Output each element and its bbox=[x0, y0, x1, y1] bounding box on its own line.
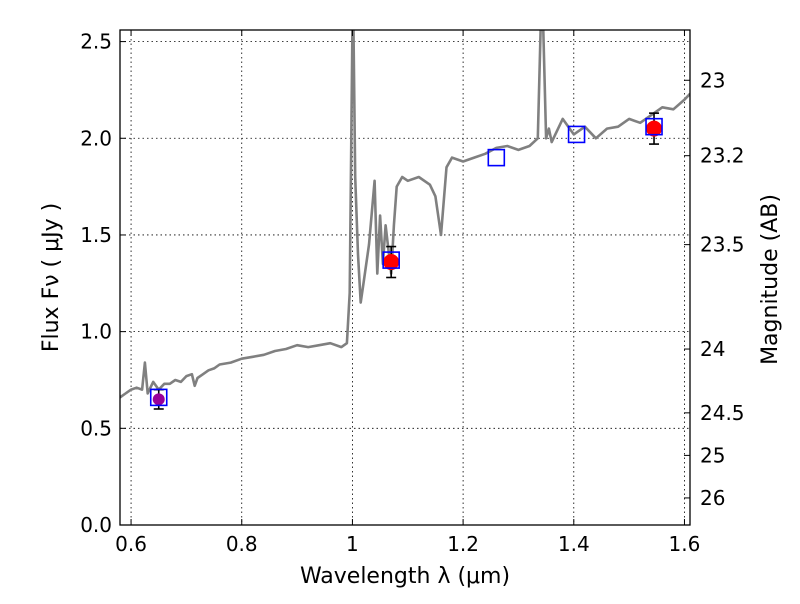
photometry-layer bbox=[149, 112, 663, 410]
x-tick-label: 1.2 bbox=[447, 532, 479, 556]
x-tick-label: 0.8 bbox=[226, 532, 258, 556]
y-right-tick-label: 26 bbox=[700, 486, 725, 510]
y-tick-label: 1.0 bbox=[80, 320, 112, 344]
ticks: 0.6 0.8 1 1.2 1.4 1.6 0.0 0.5 1.0 1.5 2.0 2.5 23 23.2… bbox=[80, 30, 744, 556]
y-right-tick-label: 23.2 bbox=[700, 144, 745, 168]
y-tick-label: 0.0 bbox=[80, 513, 112, 537]
y-right-tick-label: 23 bbox=[700, 68, 725, 92]
x-tick-label: 1.6 bbox=[669, 532, 701, 556]
model-spectrum-layer bbox=[120, 30, 690, 399]
y-right-tick-label: 23.5 bbox=[700, 233, 745, 257]
model-photometry-box bbox=[645, 117, 663, 136]
y-tick-label: 1.5 bbox=[80, 223, 112, 247]
observed-point bbox=[383, 254, 400, 271]
plot-frame bbox=[119, 29, 691, 526]
x-axis-label: Wavelength λ (μm) bbox=[300, 564, 510, 589]
x-tick-label: 1.4 bbox=[558, 532, 590, 556]
y-tick-label: 0.5 bbox=[80, 416, 112, 440]
y-tick-label: 2.5 bbox=[80, 30, 112, 54]
observed-point bbox=[646, 120, 663, 137]
model-spectrum-line bbox=[120, 30, 690, 399]
model-photometry-box bbox=[567, 125, 586, 144]
model-photometry-box bbox=[382, 251, 400, 269]
y-right-tick-label: 24.5 bbox=[700, 401, 745, 425]
y-axis-label: Flux Fν ( μJy ) bbox=[39, 203, 64, 352]
x-tick-label: 0.6 bbox=[115, 532, 147, 556]
grid bbox=[120, 30, 690, 526]
model-photometry-box bbox=[149, 388, 168, 407]
model-photometry-box bbox=[487, 148, 506, 167]
y-right-tick-label: 25 bbox=[700, 443, 725, 467]
optical-point bbox=[152, 393, 165, 406]
y-right-tick-label: 24 bbox=[700, 337, 725, 361]
y-right-axis-label: Magnitude (AB) bbox=[758, 194, 783, 365]
x-tick-label: 1 bbox=[346, 532, 359, 556]
y-tick-label: 2.0 bbox=[80, 126, 112, 150]
